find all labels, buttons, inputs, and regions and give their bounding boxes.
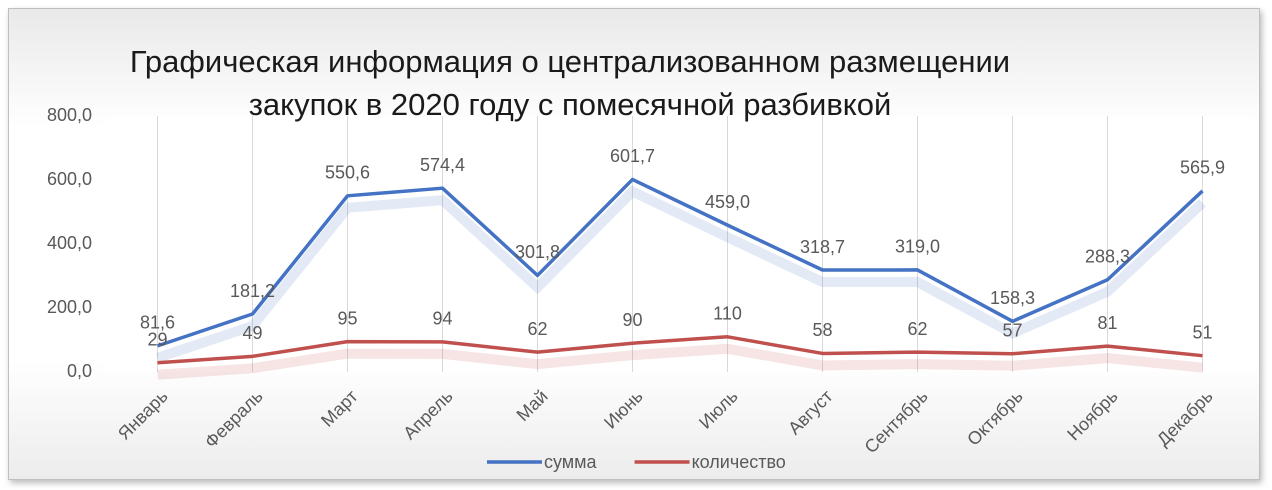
x-tick-label: Март: [317, 386, 362, 431]
x-tick-label: Сентябрь: [861, 386, 932, 457]
y-tick-label: 400,0: [47, 233, 92, 253]
data-label: 94: [432, 309, 452, 329]
data-label: 90: [622, 310, 642, 330]
x-tick-label: Февраль: [201, 386, 267, 452]
y-tick-label: 600,0: [47, 169, 92, 189]
chart-title: Графическая информация о централизованно…: [129, 44, 1011, 122]
data-label: 49: [242, 323, 262, 343]
x-tick-label: Октябрь: [963, 386, 1026, 449]
data-label: 57: [1002, 321, 1022, 341]
x-tick-label: Апрель: [399, 386, 456, 443]
data-label: 95: [337, 308, 357, 328]
plot-area: [110, 116, 1250, 372]
data-label: 565,9: [1180, 158, 1225, 178]
y-tick-label: 200,0: [47, 297, 92, 317]
data-label: 158,3: [990, 288, 1035, 308]
data-label: 319,0: [895, 237, 940, 257]
data-label: 62: [527, 319, 547, 339]
data-label: 574,4: [420, 155, 465, 175]
data-label: 81,6: [140, 313, 175, 333]
line-shadow: [157, 343, 1204, 380]
x-tick-label: Декабрь: [1153, 386, 1217, 450]
x-tick-label: Январь: [114, 386, 172, 444]
data-label: 459,0: [705, 192, 750, 212]
x-tick-label: Июнь: [600, 386, 647, 433]
data-label: 81: [1097, 313, 1117, 333]
series-line: [157, 335, 1203, 365]
legend-label: сумма: [544, 452, 598, 472]
data-label: 29: [147, 329, 167, 349]
x-tick-label: Ноябрь: [1063, 386, 1121, 444]
data-label: 550,6: [325, 163, 370, 183]
y-tick-label: 800,0: [47, 105, 92, 125]
x-tick-label: Июль: [695, 386, 742, 433]
y-tick-label: 0,0: [67, 361, 92, 381]
data-label: 288,3: [1085, 246, 1130, 266]
data-label: 51: [1192, 322, 1212, 342]
data-label: 58: [812, 320, 832, 340]
data-label: 110: [713, 304, 742, 324]
x-tick-label: Май: [513, 386, 552, 425]
data-label: 181,2: [230, 281, 275, 301]
data-label: 301,8: [515, 242, 560, 262]
x-tick-label: Август: [784, 386, 836, 438]
data-label: 318,7: [800, 237, 845, 257]
line-shadow: [155, 185, 1206, 363]
series-line: [156, 177, 1204, 348]
data-label: 601,7: [610, 146, 655, 166]
legend-label: количество: [692, 452, 786, 472]
data-label: 62: [907, 319, 927, 339]
